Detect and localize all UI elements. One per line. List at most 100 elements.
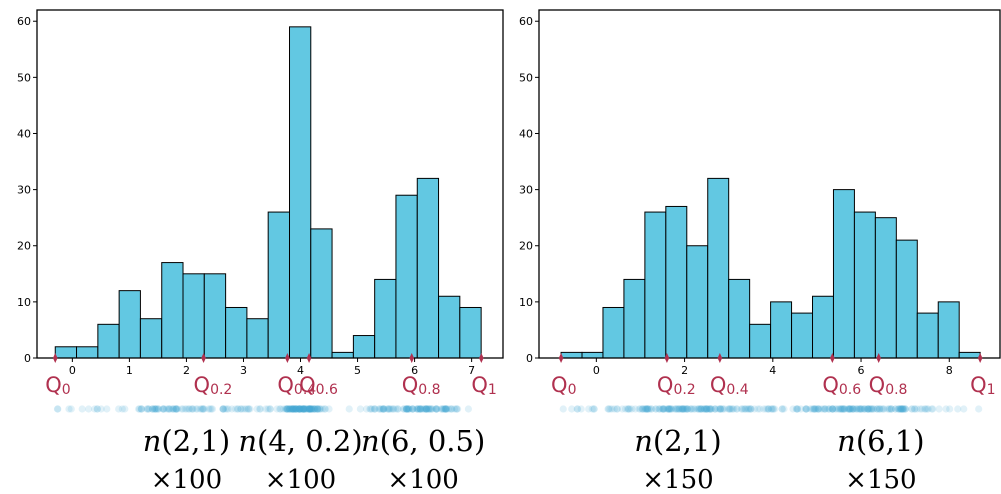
- sample-point: [812, 405, 820, 413]
- sample-point: [588, 405, 596, 413]
- sample-point: [310, 405, 318, 413]
- sample-point: [825, 405, 833, 413]
- sample-point: [305, 405, 313, 413]
- sample-point: [899, 405, 907, 413]
- sample-point: [613, 405, 621, 413]
- sample-point: [154, 405, 162, 413]
- sample-point: [311, 405, 319, 413]
- sample-point: [439, 405, 447, 413]
- sample-point: [284, 405, 292, 413]
- sample-point: [189, 405, 197, 413]
- sample-point: [863, 405, 871, 413]
- sample-point: [975, 405, 983, 413]
- sample-point: [697, 405, 705, 413]
- sample-point: [808, 405, 816, 413]
- x-tick-label: 1: [126, 364, 133, 377]
- sample-point: [405, 405, 413, 413]
- sample-point: [885, 405, 894, 413]
- sample-point: [439, 405, 447, 413]
- sample-point: [697, 405, 705, 413]
- sample-point: [442, 405, 451, 413]
- sample-point: [301, 405, 309, 413]
- sample-point: [65, 405, 73, 413]
- sample-point: [283, 405, 291, 413]
- sample-point: [296, 405, 304, 413]
- sample-point: [720, 405, 729, 413]
- histogram-bar: [97, 323, 120, 359]
- sample-point: [670, 405, 678, 413]
- sample-point: [403, 405, 411, 413]
- sample-point: [768, 405, 776, 413]
- sample-point: [437, 405, 446, 413]
- sample-point: [379, 405, 388, 413]
- axes-frame: [36, 9, 504, 359]
- sample-point: [231, 405, 240, 413]
- sample-point: [681, 405, 689, 413]
- sample-point: [289, 405, 297, 413]
- sample-point: [604, 405, 612, 413]
- sample-point: [866, 405, 874, 413]
- histogram-bar: [644, 211, 667, 359]
- sample-point: [97, 405, 105, 413]
- sample-point: [422, 405, 431, 413]
- histogram-bar: [203, 273, 227, 359]
- histogram-bar: [937, 301, 960, 359]
- histogram-bar: [853, 211, 876, 359]
- sample-point: [652, 405, 660, 413]
- sample-point: [911, 405, 919, 413]
- sample-point: [608, 405, 616, 413]
- sample-point: [290, 405, 298, 413]
- sample-point: [869, 405, 878, 413]
- sample-point: [292, 405, 301, 413]
- sample-point: [145, 405, 153, 413]
- sample-point: [421, 405, 429, 413]
- sample-point: [880, 405, 888, 413]
- sample-point: [797, 405, 805, 413]
- quantile-label: Q0.6: [822, 373, 861, 398]
- sample-points-strip: [53, 405, 473, 413]
- y-tick-label: 20: [17, 240, 31, 253]
- sample-point: [867, 405, 875, 413]
- sample-point: [290, 405, 298, 413]
- sample-point: [806, 405, 814, 413]
- sample-point: [836, 405, 845, 413]
- x-tick-label: 0: [69, 364, 76, 377]
- sample-point: [767, 405, 775, 413]
- sample-point: [287, 405, 295, 413]
- sample-point: [894, 405, 902, 413]
- quantile-marker: [717, 353, 723, 363]
- sample-point: [303, 405, 311, 413]
- histogram-bar: [246, 318, 269, 359]
- sample-point: [424, 405, 432, 413]
- sample-point: [887, 405, 896, 413]
- sample-point: [664, 405, 672, 413]
- sample-point: [313, 405, 322, 413]
- sample-point: [700, 405, 708, 413]
- sample-point: [825, 405, 834, 413]
- sample-point: [169, 405, 177, 413]
- sample-point: [266, 405, 274, 413]
- sample-point: [730, 405, 738, 413]
- y-tick-label: 60: [519, 15, 533, 28]
- sample-point: [606, 405, 614, 413]
- sample-point: [895, 405, 903, 413]
- sample-point: [831, 405, 840, 413]
- sample-point: [243, 405, 251, 413]
- sample-point: [676, 405, 684, 413]
- sample-point: [91, 405, 99, 413]
- sample-point: [150, 405, 159, 413]
- sample-point: [860, 405, 869, 413]
- sample-point: [433, 405, 441, 413]
- sample-point: [292, 405, 301, 413]
- sample-point: [362, 405, 371, 413]
- sample-point: [682, 405, 690, 413]
- sample-point: [901, 405, 909, 413]
- sample-point: [652, 405, 660, 413]
- sample-point: [313, 405, 321, 413]
- sample-point: [428, 405, 437, 413]
- sample-point: [682, 405, 690, 413]
- sample-point: [828, 405, 836, 413]
- sample-point: [636, 405, 644, 413]
- sample-point: [659, 405, 667, 413]
- sample-point: [667, 405, 676, 413]
